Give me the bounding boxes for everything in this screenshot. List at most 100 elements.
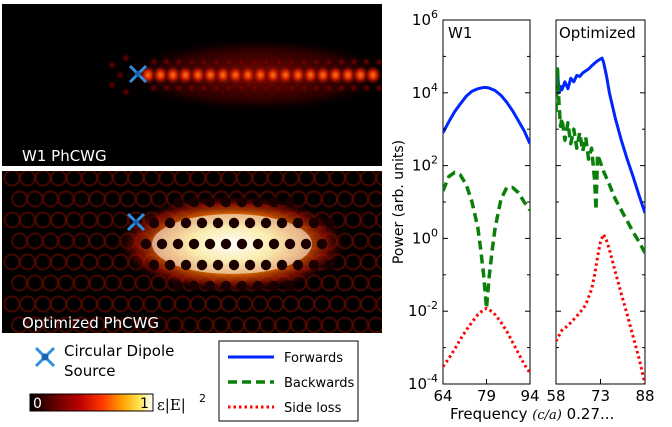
line-legend-items: Forwards Backwards Side loss xyxy=(228,351,355,416)
w1-glow-spot xyxy=(239,65,257,85)
optimized-hole xyxy=(284,280,296,292)
w1-glow-spot xyxy=(311,83,322,93)
optimized-hole xyxy=(196,217,208,229)
w1-glow-spot xyxy=(336,57,347,67)
x-tick-label: 58 xyxy=(546,387,565,405)
optimized-ring xyxy=(375,211,382,229)
optimized-hole xyxy=(316,238,328,250)
optimized-hole xyxy=(252,280,264,292)
w1-glow-spot xyxy=(161,83,172,93)
x-axis-label-prefix: Frequency xyxy=(450,405,532,423)
w1-glow-spot xyxy=(299,83,309,93)
y-tick-label: 10-4 xyxy=(408,372,438,393)
field-map-optimized-glow xyxy=(3,171,399,333)
optimized-ring xyxy=(375,171,382,187)
optimized-hole xyxy=(228,259,240,271)
field-map-w1-glow xyxy=(107,37,382,113)
optimized-hole xyxy=(204,196,216,208)
legend-label-side-loss: Side loss xyxy=(284,401,342,416)
optimized-hole xyxy=(252,196,264,208)
colorbar-quantity-exponent: 2 xyxy=(199,392,206,405)
x-axis-label: Frequency (c/a) 0.27... xyxy=(450,405,614,423)
line-legend: Forwards Backwards Side loss xyxy=(218,340,359,422)
dipole-source-icon xyxy=(34,346,56,368)
colorbar-min-label: 0 xyxy=(33,396,42,412)
optimized-hole xyxy=(164,217,176,229)
w1-glow-spot xyxy=(326,65,345,85)
x-tick-label: 88 xyxy=(635,387,654,405)
w1-glow-spot xyxy=(149,83,159,93)
w1-glow-spot xyxy=(186,83,197,93)
w1-glow-spot xyxy=(339,65,357,85)
plot-ticks-optimized: 58 73 88 xyxy=(546,19,655,405)
y-tick-label: 106 xyxy=(412,8,438,29)
optimized-ring xyxy=(367,232,382,250)
w1-glow-spot xyxy=(174,83,184,93)
optimized-hole xyxy=(148,259,160,271)
optimized-hole xyxy=(140,238,152,250)
optimized-hole xyxy=(164,259,176,271)
optimized-ring xyxy=(367,190,382,208)
w1-glow-spot xyxy=(324,83,334,93)
x-tick-label: 94 xyxy=(520,387,539,405)
plot-ticks-w1: 64 79 94 xyxy=(433,19,540,405)
optimized-hole xyxy=(228,217,240,229)
plot-lines-w1 xyxy=(443,86,530,374)
dipole-source-marker xyxy=(126,212,146,232)
colorbar: 0 1 ε|E| 2 xyxy=(29,392,206,414)
field-map-optimized: Optimized PhCWG xyxy=(2,171,399,333)
optimized-hole xyxy=(260,259,272,271)
optimized-hole xyxy=(276,259,288,271)
optimized-hole xyxy=(180,259,192,271)
optimized-ring xyxy=(384,318,399,333)
w1-glow-spot xyxy=(186,57,197,67)
optimized-hole xyxy=(260,217,272,229)
source-legend-line1: Circular Dipole xyxy=(64,342,174,360)
w1-glow-spot xyxy=(336,83,347,93)
optimized-hole xyxy=(220,238,232,250)
optimized-hole xyxy=(252,238,264,250)
w1-glow-spot xyxy=(349,57,359,67)
w1-glow-spot xyxy=(201,65,220,85)
optimized-hole xyxy=(188,238,200,250)
w1-glow-spot xyxy=(264,65,282,85)
w1-glow-spot xyxy=(121,87,131,97)
w1-glow-spot xyxy=(251,65,270,85)
w1-glow-spot xyxy=(151,65,170,85)
optimized-hole xyxy=(308,259,320,271)
source-legend: Circular Dipole Source xyxy=(34,342,174,380)
optimized-hole xyxy=(268,238,280,250)
w1-glow-spot xyxy=(274,83,284,93)
optimized-hole xyxy=(148,217,160,229)
w1-glow-spot xyxy=(211,57,222,67)
dipole-source-marker xyxy=(128,64,148,84)
x-tick-label: 73 xyxy=(591,387,610,405)
w1-glow-spot xyxy=(261,83,272,93)
optimized-hole xyxy=(284,238,296,250)
w1-glow-spot xyxy=(161,57,172,67)
optimized-hole xyxy=(244,259,256,271)
field-map-optimized-label: Optimized PhCWG xyxy=(22,314,159,332)
w1-glow-spot xyxy=(149,57,159,67)
optimized-ring xyxy=(375,295,382,313)
series-forwards-w1 xyxy=(443,86,530,145)
y-tick-label: 100 xyxy=(412,226,438,247)
optimized-hole xyxy=(220,196,232,208)
optimized-hole xyxy=(292,217,304,229)
optimized-hole xyxy=(188,196,200,208)
w1-glow-spot xyxy=(236,83,247,93)
w1-glow-spot xyxy=(174,57,184,67)
optimized-cavity-core xyxy=(152,214,312,274)
w1-glow-spot xyxy=(224,83,234,93)
w1-glow-spot xyxy=(115,70,125,80)
field-map-w1-label: W1 PhCWG xyxy=(22,147,107,165)
w1-glow-spot xyxy=(361,57,372,67)
optimized-hole xyxy=(204,280,216,292)
w1-glow-spot xyxy=(311,57,322,67)
w1-glow-spot xyxy=(286,57,297,67)
series-side-loss-optimized xyxy=(556,232,645,384)
x-axis-label-suffix: 0.27... xyxy=(562,405,614,423)
optimized-hole xyxy=(324,217,336,229)
w1-glow-spot xyxy=(324,57,334,67)
